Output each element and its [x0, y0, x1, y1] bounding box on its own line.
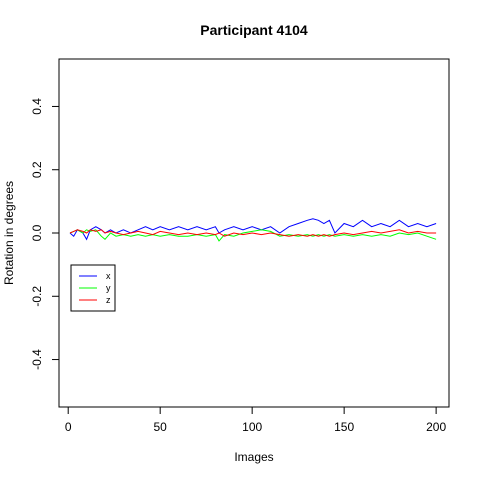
series-y-line: [69, 229, 437, 242]
legend-label-x: x: [106, 271, 111, 281]
x-tick-label: 150: [334, 420, 354, 434]
legend: xyz: [70, 264, 116, 312]
chart-title: Participant 4104: [200, 22, 308, 38]
y-tick-label: -0.4: [30, 349, 44, 370]
legend-label-z: z: [106, 295, 111, 305]
y-axis-label: Rotation in degrees: [2, 181, 16, 285]
x-axis: 0 50 100 150 200: [65, 406, 446, 434]
series-z-line: [69, 229, 437, 237]
y-tick-label: 0.0: [30, 224, 44, 241]
series-x-line: [69, 218, 437, 241]
y-tick-label: 0.2: [30, 161, 44, 178]
series-layer: [69, 218, 437, 242]
legend-label-y: y: [106, 283, 111, 293]
y-axis: -0.4 -0.2 0.0 0.2 0.4: [30, 98, 60, 370]
y-tick-label: -0.2: [30, 286, 44, 307]
x-tick-label: 100: [242, 420, 262, 434]
x-tick-label: 50: [153, 420, 167, 434]
x-tick-label: 0: [65, 420, 72, 434]
y-tick-label: 0.4: [30, 98, 44, 115]
x-tick-label: 200: [426, 420, 446, 434]
x-axis-label: Images: [234, 450, 273, 464]
